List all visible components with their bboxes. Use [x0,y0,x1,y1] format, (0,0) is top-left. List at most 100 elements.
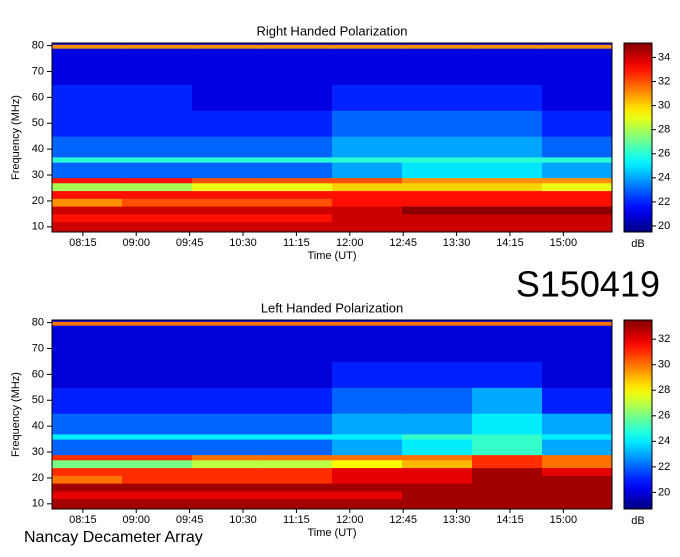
heatmap-cell [262,413,333,435]
heatmap-cell [402,182,473,192]
heatmap-cell [122,48,193,85]
colorbar-tick-label: 24 [658,435,670,447]
y-tick-label: 30 [32,446,44,458]
heatmap-cell [52,206,123,215]
heatmap-cell [192,221,263,233]
heatmap-cell [542,413,613,435]
heatmap-cell [122,213,193,223]
y-tick-label: 10 [32,498,44,510]
heatmap-cell [402,84,473,111]
heatmap-cell [542,43,613,45]
heatmap-cell [542,213,613,223]
heatmap-cell [192,48,263,85]
heatmap-cell [472,475,543,484]
heatmap-cell [332,162,403,179]
y-tick-label: 20 [32,472,44,484]
heatmap-cell [262,182,333,192]
heatmap-cell [542,387,613,414]
heatmap-cell [332,498,403,510]
heatmap-cell [472,320,543,322]
heatmap-cell [262,177,333,184]
heatmap-cell [402,454,473,461]
x-tick-label: 11:15 [283,514,310,526]
heatmap-cell [192,110,263,137]
colorbar-tick-label: 34 [658,51,670,63]
heatmap-cell [472,136,543,158]
colorbar-tick-label: 32 [658,333,670,345]
heatmap-cell [262,325,333,362]
heatmap-cell [262,206,333,215]
heatmap-cell [262,48,333,85]
colorbar-label: dB [631,238,644,250]
x-tick-label: 15:00 [550,514,578,526]
heatmap-cell [262,190,333,199]
heatmap-cell [192,439,263,456]
x-tick-label: 15:00 [550,237,578,249]
heatmap-cell [332,413,403,435]
heatmap-cell [192,459,263,469]
heatmap-cell [122,198,193,207]
heatmap-cell [332,198,403,207]
heatmap-cell [472,498,543,510]
heatmap-cell [332,213,403,223]
heatmap-cell [52,182,123,192]
x-tick-label: 09:00 [122,237,150,249]
heatmap-cell [262,156,333,163]
heatmap-cell [192,498,263,510]
heatmap-cell [332,190,403,199]
colorbar-tick-label: 32 [658,75,670,87]
y-tick-label: 10 [32,221,44,233]
heatmap-cell [192,136,263,158]
heatmap-cell [402,190,473,199]
heatmap-cell [332,182,403,192]
heatmap-cell [122,361,193,388]
heatmap-cell [192,454,263,461]
heatmap-cell [52,439,123,456]
heatmap-cell [122,44,193,49]
heatmap-cell [472,433,543,440]
heatmap-cell [122,321,193,326]
heatmap-cell [542,177,613,184]
heatmap-cell [402,433,473,440]
heatmap-cell [52,162,123,179]
heatmap-cell [262,221,333,233]
heatmap-cell [402,110,473,137]
heatmap-cell [332,320,403,322]
heatmap-cell [402,48,473,85]
observation-code: S150419 [516,264,660,305]
source-label: Nancay Decameter Array [24,529,203,546]
heatmap-cell [262,498,333,510]
heatmap-cell [472,44,543,49]
x-tick-label: 08:15 [69,514,97,526]
heatmap-cell [542,182,613,192]
heatmap-cell [542,325,613,362]
heatmap-cell [262,198,333,207]
plot-frame [51,319,613,510]
heatmap-cell [402,439,473,456]
heatmap-cell [262,361,333,388]
heatmap-cell [472,459,543,469]
y-tick-label: 70 [32,342,44,354]
heatmap-cell [542,84,613,111]
heatmap-cell [262,459,333,469]
heatmap-cell [52,190,123,199]
y-tick-label: 80 [32,316,44,328]
heatmap-cell [472,325,543,362]
heatmap-cell [122,454,193,461]
heatmap-cell [402,206,473,215]
heatmap-cell [262,110,333,137]
x-tick-label: 14:15 [496,514,524,526]
heatmap-cell [542,221,613,233]
colorbar [623,42,653,233]
x-tick-label: 10:30 [229,514,257,526]
heatmap-cell [542,490,613,500]
heatmap-cell [332,483,403,492]
heatmap-cell [332,156,403,163]
heatmap-cell [542,110,613,137]
heatmap-cell [402,162,473,179]
heatmap-cell [52,321,123,326]
colorbar-tick-label: 30 [658,359,670,371]
heatmap-cell [472,221,543,233]
heatmap-cell [52,156,123,163]
heatmap-cell [192,361,263,388]
